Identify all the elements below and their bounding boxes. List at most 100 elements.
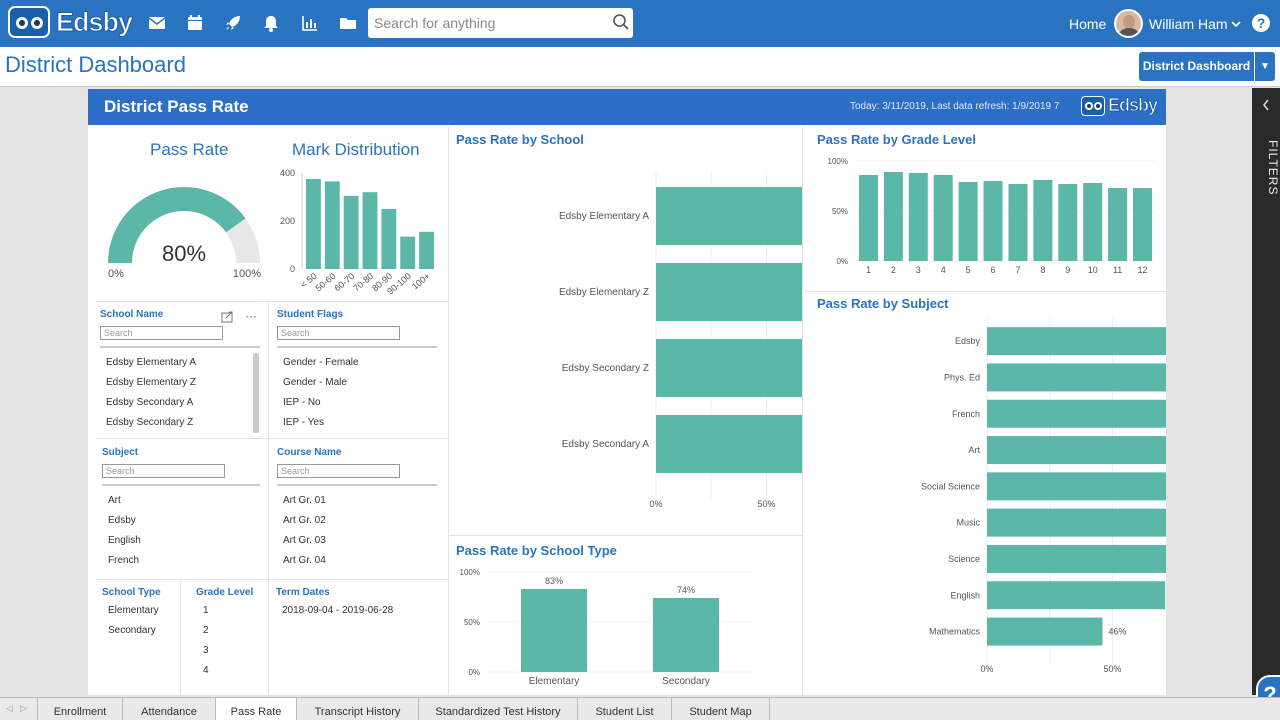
grade-level-option[interactable]: 1 xyxy=(203,605,209,616)
expand-icon[interactable] xyxy=(221,311,234,323)
subject-option[interactable]: French xyxy=(108,555,140,566)
pass-rate-bar[interactable] xyxy=(858,175,878,261)
calendar-icon[interactable] xyxy=(185,13,205,33)
pass-rate-bar[interactable] xyxy=(1083,183,1103,261)
chart-icon[interactable] xyxy=(300,13,320,33)
mark-distribution-bar[interactable] xyxy=(324,181,340,269)
school-type-option[interactable]: Elementary xyxy=(108,605,159,616)
top-bar: Edsby Home William Ham ? xyxy=(0,0,1280,47)
subject-option[interactable]: English xyxy=(108,535,141,546)
gauge-fill xyxy=(108,187,246,263)
x-tick-label: 9 xyxy=(1065,265,1070,275)
help-icon[interactable]: ? xyxy=(1252,14,1270,32)
tab-transcript-history[interactable]: Transcript History xyxy=(297,698,419,720)
mark-distribution-bar[interactable] xyxy=(381,209,397,269)
tab-prev-icon[interactable]: ◁ xyxy=(6,703,13,713)
course-name-option[interactable]: Art Gr. 03 xyxy=(283,535,326,546)
x-tick-label: 12 xyxy=(1138,265,1148,275)
pass-rate-bar[interactable] xyxy=(656,415,802,473)
filter-rule xyxy=(277,346,437,348)
pass-rate-bar[interactable] xyxy=(883,172,903,261)
pass-rate-bar[interactable] xyxy=(1008,184,1028,261)
pass-rate-bar[interactable] xyxy=(908,173,928,261)
tab-enrollment[interactable]: Enrollment xyxy=(37,698,123,720)
pass-rate-bar[interactable] xyxy=(987,399,1166,428)
mark-distribution-bar[interactable] xyxy=(400,236,416,269)
student-flag-option[interactable]: IEP - No xyxy=(283,397,321,408)
subject-option[interactable]: Edsby xyxy=(108,515,136,526)
pass-rate-bar[interactable] xyxy=(987,363,1166,392)
bell-icon[interactable] xyxy=(261,13,281,33)
tab-attendance[interactable]: Attendance xyxy=(123,698,216,720)
pass-rate-bar[interactable] xyxy=(987,581,1166,610)
school-name-option[interactable]: Edsby Secondary Z xyxy=(106,417,194,428)
school-list-scrollbar[interactable] xyxy=(253,353,259,433)
student-flag-option[interactable]: Gender - Female xyxy=(283,357,359,368)
pass-rate-bar[interactable] xyxy=(987,327,1166,356)
student-flag-option[interactable]: IEP - Yes xyxy=(283,417,324,428)
mark-distribution-bar[interactable] xyxy=(419,231,434,269)
school-name-option[interactable]: Edsby Elementary Z xyxy=(106,377,197,388)
school-name-option[interactable]: Edsby Elementary A xyxy=(106,357,197,368)
subject-search-input[interactable] xyxy=(102,464,225,478)
pass-rate-bar[interactable] xyxy=(987,544,1166,573)
course-name-option[interactable]: Art Gr. 01 xyxy=(283,495,326,506)
home-link[interactable]: Home xyxy=(1069,16,1107,32)
grade-level-option[interactable]: 3 xyxy=(203,645,209,656)
pass-rate-bar[interactable] xyxy=(1058,184,1078,261)
course-name-option[interactable]: Art Gr. 02 xyxy=(283,515,326,526)
edsby-logo[interactable]: Edsby xyxy=(8,5,134,39)
school-type-option[interactable]: Secondary xyxy=(108,625,156,636)
filters-rail-label[interactable]: FILTERS xyxy=(1266,140,1280,196)
tab-student-list[interactable]: Student List xyxy=(578,698,672,720)
mark-distribution-title: Mark Distribution xyxy=(292,140,420,159)
chevron-left-icon[interactable] xyxy=(1261,98,1271,112)
school-name-search-input[interactable] xyxy=(100,326,223,340)
pass-rate-bar[interactable] xyxy=(1033,180,1053,261)
pass-rate-bar[interactable] xyxy=(656,187,802,245)
rocket-icon[interactable] xyxy=(223,13,243,33)
term-dates-option[interactable]: 2018-09-04 - 2019-06-28 xyxy=(282,605,394,616)
filters-rail[interactable]: FILTERS xyxy=(1252,88,1280,695)
student-flags-search-input[interactable] xyxy=(277,326,400,340)
x-tick-label: 70-80 xyxy=(351,271,375,293)
tab-pass-rate[interactable]: Pass Rate xyxy=(216,698,297,720)
pass-rate-bar[interactable] xyxy=(653,598,719,672)
tab-next-icon[interactable]: ▷ xyxy=(20,703,27,713)
dashboard-dropdown-arrow-icon[interactable]: ▼ xyxy=(1255,52,1275,81)
course-name-search-input[interactable] xyxy=(277,464,400,478)
mark-distribution-bar[interactable] xyxy=(343,195,359,269)
pass-rate-bar[interactable] xyxy=(656,263,802,321)
tab-standardized-test-history[interactable]: Standardized Test History xyxy=(419,698,578,720)
search-icon[interactable] xyxy=(612,13,630,31)
school-name-option[interactable]: Edsby Secondary A xyxy=(106,397,194,408)
pass-rate-bar[interactable] xyxy=(1108,188,1128,261)
mark-distribution-bar[interactable] xyxy=(362,192,378,269)
folder-icon[interactable] xyxy=(338,13,358,33)
pass-rate-bar[interactable] xyxy=(987,617,1103,646)
pass-rate-bar[interactable] xyxy=(987,436,1166,465)
student-flag-option[interactable]: Gender - Male xyxy=(283,377,347,388)
chevron-down-icon[interactable] xyxy=(1231,19,1241,29)
global-search-input[interactable] xyxy=(368,8,633,38)
user-name[interactable]: William Ham xyxy=(1149,16,1228,32)
pass-rate-bar[interactable] xyxy=(987,508,1166,537)
pass-rate-bar[interactable] xyxy=(933,175,953,261)
course-name-option[interactable]: Art Gr. 04 xyxy=(283,555,326,566)
dashboard-select-button[interactable]: District Dashboard xyxy=(1139,52,1254,81)
subject-option[interactable]: Art xyxy=(108,495,121,506)
pass-rate-bar[interactable] xyxy=(1133,188,1153,261)
pass-rate-bar[interactable] xyxy=(958,182,978,261)
pass-rate-bar[interactable] xyxy=(983,181,1003,261)
pass-rate-bar[interactable] xyxy=(521,589,587,672)
user-avatar[interactable] xyxy=(1114,9,1143,38)
more-options-icon[interactable]: ··· xyxy=(245,309,257,323)
mail-icon[interactable] xyxy=(147,13,167,33)
pass-rate-bar[interactable] xyxy=(987,472,1166,501)
x-tick-label: 4 xyxy=(941,265,946,275)
grade-level-option[interactable]: 2 xyxy=(203,625,209,636)
grade-level-option[interactable]: 4 xyxy=(203,665,209,676)
pass-rate-bar[interactable] xyxy=(656,339,802,397)
tab-student-map[interactable]: Student Map xyxy=(672,698,770,720)
mark-distribution-bar[interactable] xyxy=(306,179,321,269)
